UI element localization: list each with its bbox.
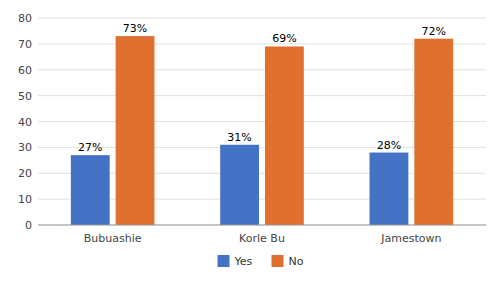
x-axis-line [38,225,486,226]
bar [265,46,304,225]
bar [71,155,110,225]
legend-swatch [272,255,284,267]
x-tick-label: Jamestown [380,232,441,245]
grid [38,18,486,225]
data-label: 73% [123,22,147,35]
legend-label: Yes [234,255,253,268]
data-label: 31% [227,131,251,144]
y-tick-label: 40 [18,116,32,129]
data-label: 28% [377,139,401,152]
data-labels: 27% 31% 28% 73% 69% 72% [78,22,446,154]
y-tick-label: 10 [18,193,32,206]
grid-line [38,225,486,226]
bars [71,36,453,225]
bar [220,145,259,225]
chart-container: 0 10 20 30 40 50 60 70 80 27% 31% 28% 73% 69% 72% Bubua… [0,0,500,283]
data-label: 72% [422,25,446,38]
y-tick-label: 50 [18,90,32,103]
grid-line [38,18,486,19]
x-tick-label: Korle Bu [239,232,285,245]
data-label: 69% [272,32,296,45]
bar [370,153,409,225]
bar [414,39,453,225]
y-tick-label: 20 [18,167,32,180]
legend-swatch [218,255,230,267]
data-label: 27% [78,141,102,154]
legend: Yes No [218,255,304,268]
y-tick-label: 70 [18,38,32,51]
chart: 0 10 20 30 40 50 60 70 80 27% 31% 28% 73% 69% 72% Bubua… [0,0,500,283]
y-tick-label: 0 [25,219,32,232]
y-tick-label: 30 [18,141,32,154]
x-tick-label: Bubuashie [84,232,142,245]
bar [116,36,155,225]
y-tick-label: 60 [18,64,32,77]
legend-label: No [289,255,304,268]
y-tick-label: 80 [18,12,32,25]
